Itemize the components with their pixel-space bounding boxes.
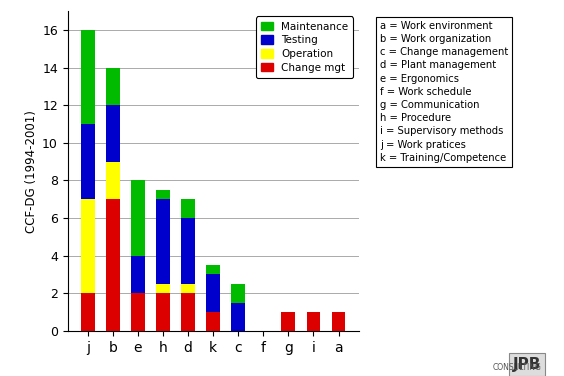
- Bar: [181, 199, 195, 218]
- Bar: [81, 30, 95, 124]
- Bar: [156, 284, 170, 293]
- Bar: [81, 293, 95, 331]
- Bar: [81, 124, 95, 199]
- Bar: [156, 199, 170, 284]
- Bar: [106, 162, 120, 199]
- Bar: [206, 265, 220, 274]
- Bar: [181, 284, 195, 293]
- Bar: [106, 105, 120, 162]
- Bar: [81, 199, 95, 293]
- Y-axis label: CCF-DG (1994-2001): CCF-DG (1994-2001): [25, 110, 38, 232]
- Bar: [181, 293, 195, 331]
- Bar: [131, 256, 145, 293]
- Text: JPB: JPB: [513, 357, 541, 372]
- Bar: [231, 303, 245, 331]
- Bar: [181, 218, 195, 284]
- Bar: [206, 312, 220, 331]
- Bar: [307, 312, 320, 331]
- Legend: Maintenance, Testing, Operation, Change mgt: Maintenance, Testing, Operation, Change …: [256, 17, 354, 78]
- Bar: [106, 199, 120, 331]
- Bar: [156, 293, 170, 331]
- Text: CONSULTING: CONSULTING: [492, 343, 541, 372]
- Bar: [231, 284, 245, 303]
- Bar: [281, 312, 296, 331]
- Bar: [131, 180, 145, 256]
- Bar: [106, 68, 120, 105]
- Text: a = Work environment
b = Work organization
c = Change management
d = Plant manag: a = Work environment b = Work organizati…: [380, 21, 508, 163]
- Bar: [131, 293, 145, 331]
- Bar: [156, 190, 170, 199]
- Bar: [332, 312, 345, 331]
- Bar: [206, 274, 220, 312]
